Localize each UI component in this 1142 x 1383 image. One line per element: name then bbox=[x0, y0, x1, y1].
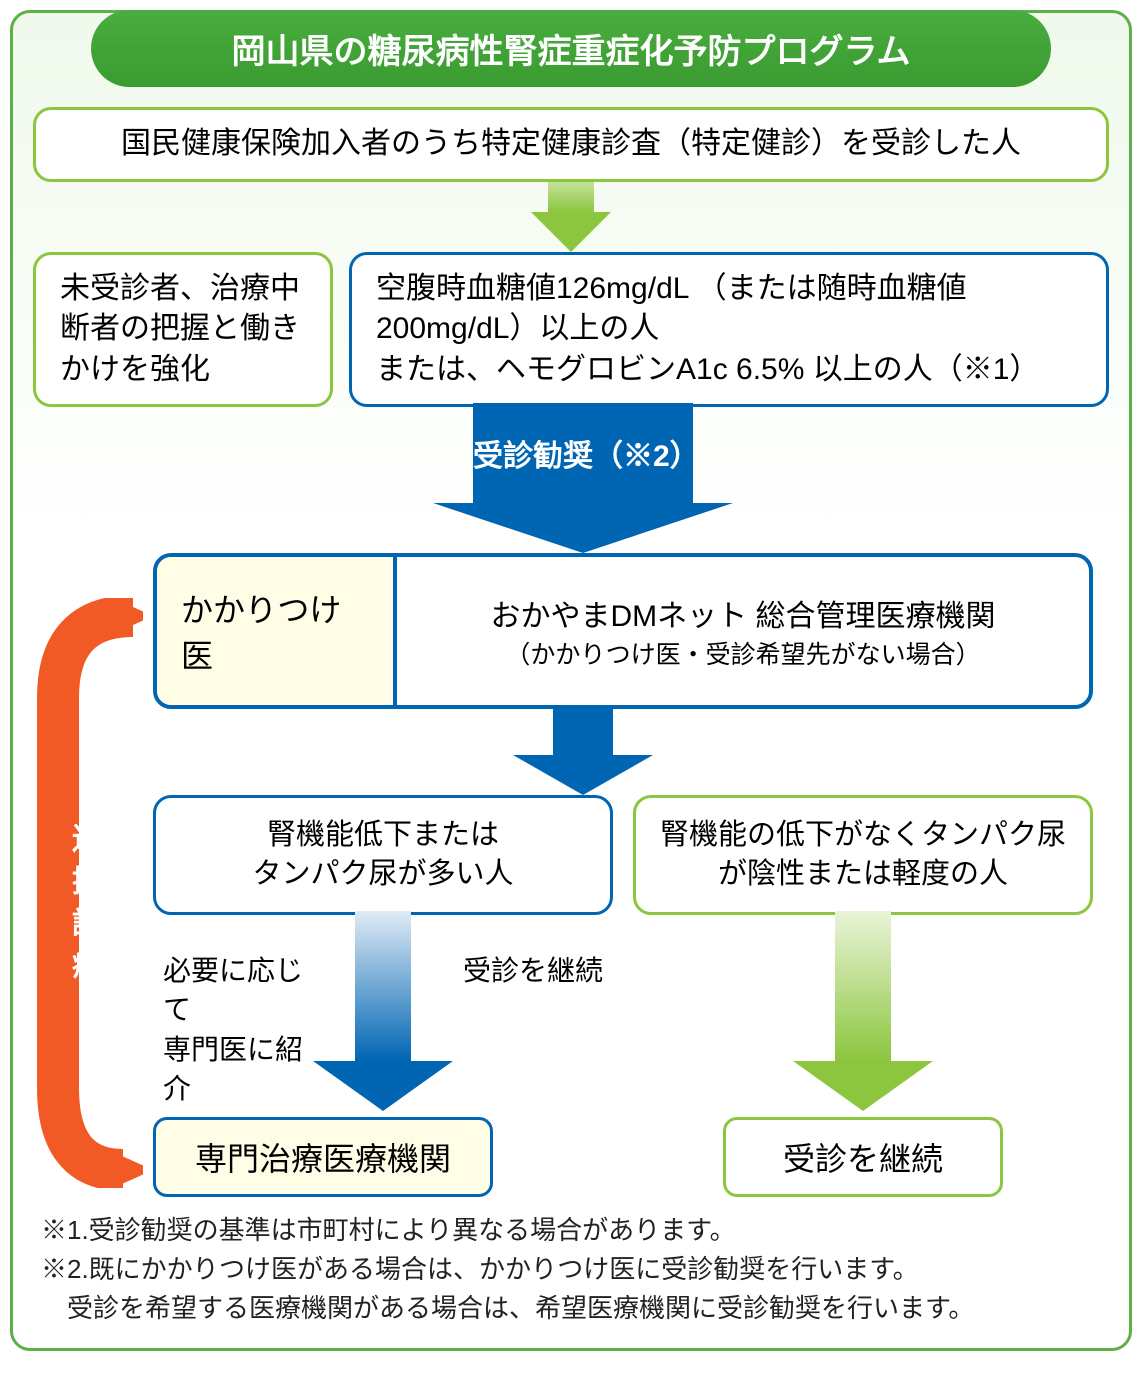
footnote-1: ※1.受診勧奨の基準は市町村により異なる場合があります。 bbox=[41, 1211, 1101, 1250]
box-unexamined: 未受診者、治療中断者の把握と働きかけを強化 bbox=[33, 252, 333, 408]
box-dm-net: おかやまDMネット 総合管理医療機関 （かかりつけ医・受診希望先がない場合） bbox=[397, 557, 1089, 705]
dm-net-main: おかやまDMネット 総合管理医療機関 bbox=[421, 591, 1065, 635]
arrow-1 bbox=[33, 182, 1109, 252]
arrow-recommend: 受診勧奨（※2） bbox=[333, 403, 833, 553]
label-specialist-referral: 必要に応じて 専門医に紹介 bbox=[153, 911, 333, 1111]
box-criteria: 空腹時血糖値126mg/dL （または随時血糖値200mg/dL）以上の人 また… bbox=[349, 252, 1109, 408]
footnote-3: 受診を希望する医療機関がある場合は、希望医療機関に受診勧奨を行います。 bbox=[41, 1289, 1101, 1328]
outcome-boxes: 専門治療医療機関 受診を継続 bbox=[153, 1117, 1093, 1197]
box-continue: 受診を継続 bbox=[723, 1117, 1003, 1197]
box-start: 国民健康保険加入者のうち特定健康診査（特定健診）を受診した人 bbox=[33, 107, 1109, 182]
title-banner: 岡山県の糖尿病性腎症重症化予防プログラム bbox=[91, 10, 1051, 87]
arrow-green-fade bbox=[793, 911, 933, 1111]
box-primary-doctor: かかりつけ医 bbox=[157, 557, 397, 705]
arrow-recommend-label: 受診勧奨（※2） bbox=[473, 431, 693, 475]
orange-connector: 連携診療 bbox=[23, 598, 143, 1188]
kidney-row: 腎機能低下または タンパク尿が多い人 腎機能の低下がなくタンパク尿が陰性または軽… bbox=[153, 795, 1093, 915]
arrow-to-kidney bbox=[153, 705, 1093, 795]
row-criteria: 未受診者、治療中断者の把握と働きかけを強化 空腹時血糖値126mg/dL （また… bbox=[33, 252, 1109, 408]
box-specialist: 専門治療医療機関 bbox=[153, 1117, 493, 1197]
box-kidney-ok: 腎機能の低下がなくタンパク尿が陰性または軽度の人 bbox=[633, 795, 1093, 915]
footnote-2: ※2.既にかかりつけ医がある場合は、かかりつけ医に受診勧奨を行います。 bbox=[41, 1250, 1101, 1289]
flowchart-container: 岡山県の糖尿病性腎症重症化予防プログラム 国民健康保険加入者のうち特定健康診査（… bbox=[10, 10, 1132, 1351]
doctor-row: かかりつけ医 おかやまDMネット 総合管理医療機関 （かかりつけ医・受診希望先が… bbox=[153, 553, 1093, 709]
orange-label: 連携診療 bbox=[61, 823, 105, 991]
label-continue-visit: 受診を継続 bbox=[453, 911, 613, 1111]
footnotes: ※1.受診勧奨の基準は市町村により異なる場合があります。 ※2.既にかかりつけ医… bbox=[33, 1197, 1109, 1328]
dm-net-sub: （かかりつけ医・受診希望先がない場合） bbox=[421, 635, 1065, 671]
arrows-outcome: 必要に応じて 専門医に紹介 受診を継続 bbox=[153, 911, 1093, 1111]
box-kidney-decline: 腎機能低下または タンパク尿が多い人 bbox=[153, 795, 613, 915]
arrow-blue-fade bbox=[313, 911, 453, 1111]
